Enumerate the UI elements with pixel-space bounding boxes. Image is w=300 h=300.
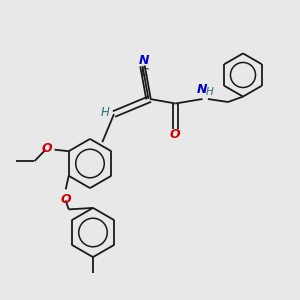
- Text: O: O: [169, 128, 180, 141]
- Text: H: H: [206, 87, 214, 97]
- Text: N: N: [197, 83, 207, 96]
- Text: O: O: [60, 193, 71, 206]
- Text: H: H: [101, 106, 110, 119]
- Text: O: O: [42, 142, 52, 155]
- Text: C: C: [141, 68, 149, 78]
- Text: N: N: [139, 54, 149, 67]
